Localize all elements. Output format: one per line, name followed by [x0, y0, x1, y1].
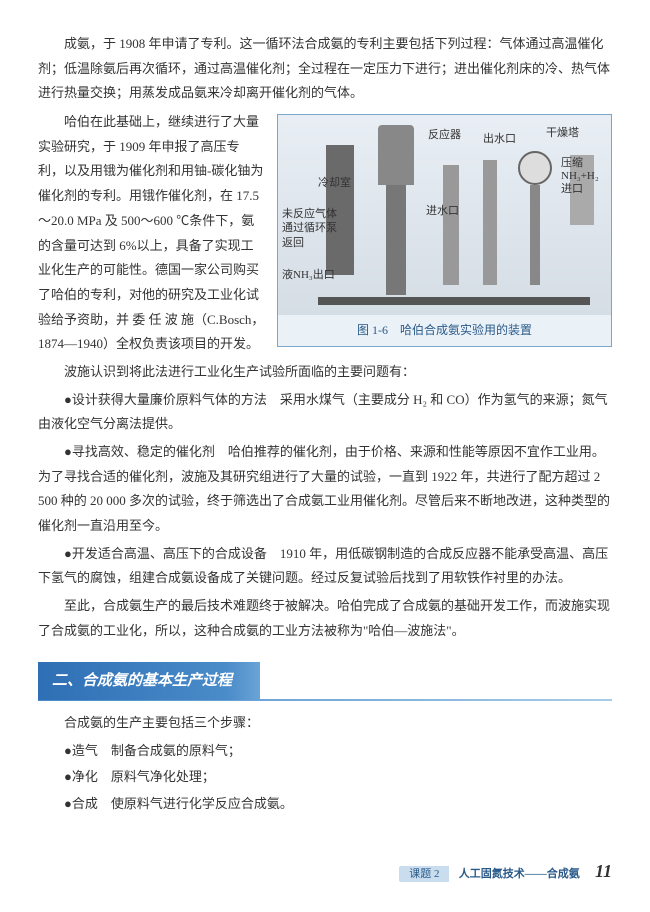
step-1: ●造气 制备合成氨的原料气； — [64, 739, 612, 764]
label-inlet: 进水口 — [426, 201, 459, 222]
page-footer: 课题 2 人工固氮技术——合成氨 11 — [38, 854, 612, 888]
page-number: 11 — [595, 861, 612, 881]
intro-paragraph: 成氨，于 1908 年申请了专利。这一循环法合成氨的专利主要包括下列过程：气体通… — [38, 32, 612, 106]
section-title: 二、合成氨的基本生产过程 — [38, 662, 260, 701]
step-2: ●净化 原料气净化处理； — [64, 765, 612, 790]
paragraph-3: 至此，合成氨生产的最后技术难题终于被解决。哈伯完成了合成氨的基础开发工作，而波施… — [38, 594, 612, 643]
apparatus-diagram: 冷却室 反应器 出水口 干燥塔 压缩NH₃+H₂进口 未反应气体通过循环泵返回 … — [278, 115, 611, 315]
bullet-1: ●设计获得大量廉价原料气体的方法 采用水煤气（主要成分 H₂ 和 CO）作为氢气… — [38, 388, 612, 437]
figure-caption: 图 1-6 哈伯合成氨实验用的装置 — [278, 315, 611, 346]
bullet-3: ●开发适合高温、高压下的合成设备 1910 年，用低碳钢制造的合成反应器不能承受… — [38, 542, 612, 591]
step-3: ●合成 使原料气进行化学反应合成氨。 — [64, 792, 612, 817]
label-dryer: 干燥塔 — [546, 123, 579, 144]
label-unreacted: 未反应气体通过循环泵返回 — [282, 207, 338, 250]
figure-1-6: 冷却室 反应器 出水口 干燥塔 压缩NH₃+H₂进口 未反应气体通过循环泵返回 … — [277, 114, 612, 347]
section-header: 二、合成氨的基本生产过程 — [38, 662, 612, 702]
label-nh3out: 液NH₃出口 — [282, 265, 335, 286]
label-compress: 压缩NH₃+H₂进口 — [561, 157, 609, 197]
footer-tag: 课题 2 — [399, 866, 449, 882]
label-reactor: 反应器 — [428, 125, 461, 146]
label-outlet: 出水口 — [483, 129, 516, 150]
footer-title: 人工固氮技术——合成氨 — [453, 868, 586, 880]
steps-intro: 合成氨的生产主要包括三个步骤： — [38, 711, 612, 736]
bullet-2: ●寻找高效、稳定的催化剂 哈伯推荐的催化剂，由于价格、来源和性能等原因不宜作工业… — [38, 440, 612, 539]
label-cooler: 冷却室 — [318, 173, 351, 194]
paragraph-2: 波施认识到将此法进行工业化生产试验所面临的主要问题有： — [38, 360, 612, 385]
